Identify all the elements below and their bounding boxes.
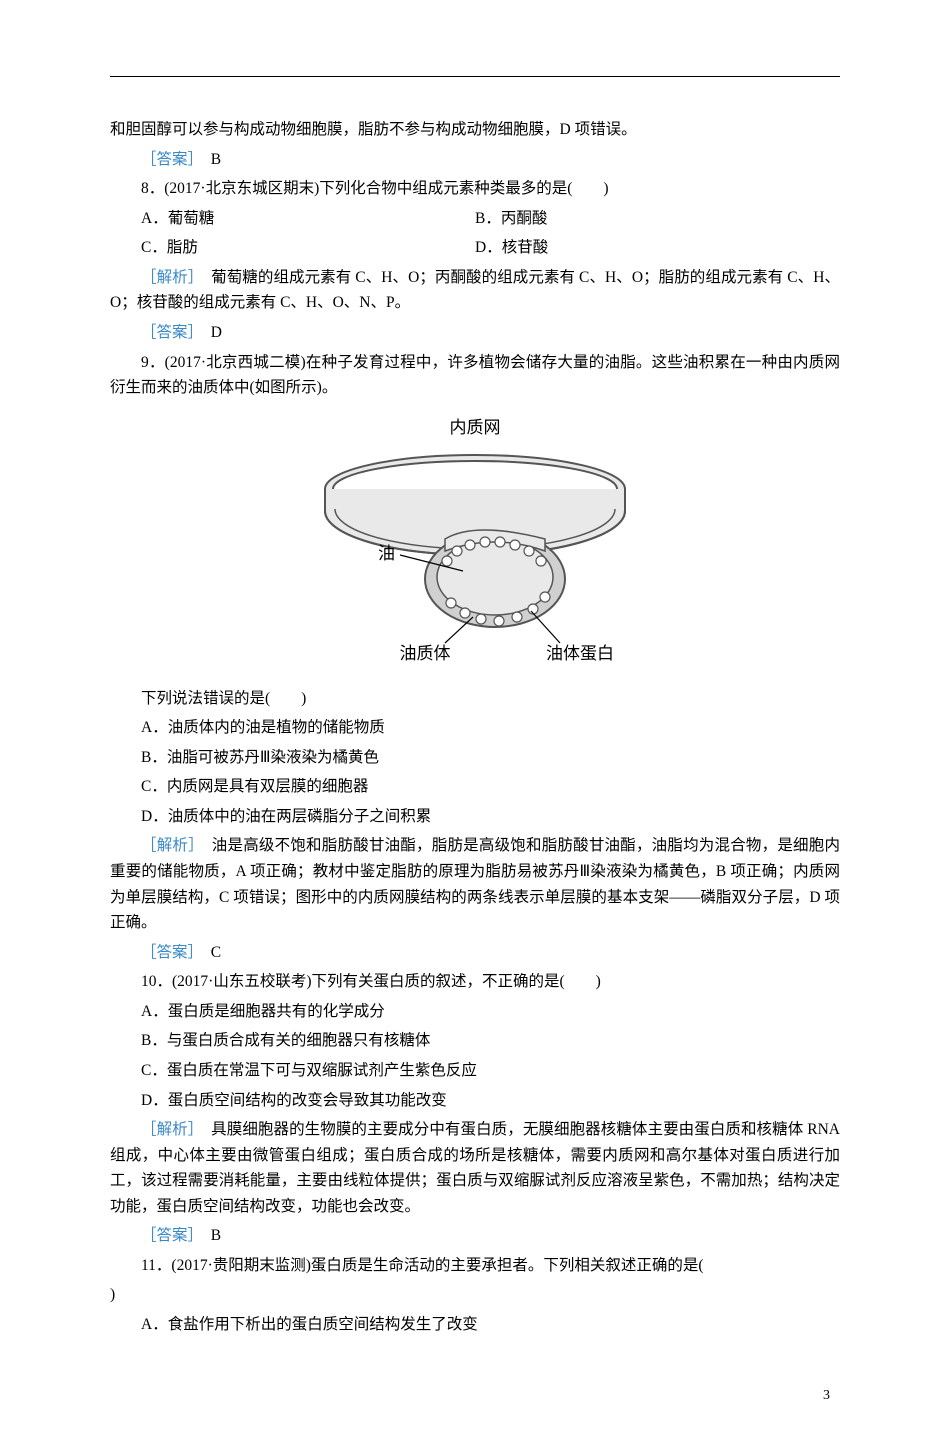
answer-value: C [195, 944, 221, 961]
q9-optC: C．内质网是具有双层膜的细胞器 [110, 774, 840, 800]
analysis-text: 葡萄糖的组成元素有 C、H、O；丙酮酸的组成元素有 C、H、O；脂肪的组成元素有… [110, 269, 840, 312]
analysis-label: ［解析］ [141, 269, 196, 286]
top-rule [110, 76, 840, 77]
answer-value: D [195, 324, 222, 341]
q9-figure: 内质网 油 [110, 411, 840, 676]
q10-optD: D．蛋白质空间结构的改变会导致其功能改变 [110, 1088, 840, 1114]
q9-stem: 9．(2017·北京西城二模)在种子发育过程中，许多植物会储存大量的油脂。这些油… [110, 350, 840, 401]
page-number: 3 [110, 1388, 840, 1404]
q8-analysis: ［解析］ 葡萄糖的组成元素有 C、H、O；丙酮酸的组成元素有 C、H、O；脂肪的… [110, 265, 840, 316]
q9-optD: D．油质体中的油在两层磷脂分子之间积累 [110, 804, 840, 830]
q10-optA: A．蛋白质是细胞器共有的化学成分 [110, 999, 840, 1025]
q9-answer: ［答案］ C [110, 940, 840, 966]
fig-label-body: 油质体 [400, 644, 451, 663]
q10-analysis: ［解析］ 具膜细胞器的生物膜的主要成分中有蛋白质，无膜细胞器核糖体主要由蛋白质和… [110, 1117, 840, 1219]
q8-optA: A．葡萄糖 [110, 206, 475, 232]
answer-value: B [195, 1227, 221, 1244]
q9-optA: A．油质体内的油是植物的储能物质 [110, 715, 840, 741]
q10-optB: B．与蛋白质合成有关的细胞器只有核糖体 [110, 1028, 840, 1054]
q8-options-row1: A．葡萄糖 B．丙酮酸 [110, 206, 840, 236]
q10-stem: 10．(2017·山东五校联考)下列有关蛋白质的叙述，不正确的是( ) [110, 969, 840, 995]
analysis-text: 油是高级不饱和脂肪酸甘油酯，脂肪是高级饱和脂肪酸甘油酯，油脂均为混合物，是细胞内… [110, 837, 840, 931]
q8-answer: ［答案］ D [110, 320, 840, 346]
q9-sub: 下列说法错误的是( ) [110, 686, 840, 712]
er-oilbody-diagram: 内质网 油 [295, 411, 655, 671]
fig-label-er: 内质网 [450, 418, 501, 437]
q10-answer: ［答案］ B [110, 1223, 840, 1249]
q11-optA: A．食盐作用下析出的蛋白质空间结构发生了改变 [110, 1312, 840, 1338]
q7-answer: ［答案］ B [110, 147, 840, 173]
q8-stem: 8．(2017·北京东城区期末)下列化合物中组成元素种类最多的是( ) [110, 176, 840, 202]
page: 和胆固醇可以参与构成动物细胞膜，脂肪不参与构成动物细胞膜，D 项错误。 ［答案］… [0, 0, 950, 1444]
analysis-label: ［解析］ [141, 1121, 196, 1138]
leader-prot [531, 611, 560, 643]
q8-optD: D．核苷酸 [475, 235, 840, 261]
answer-label: ［答案］ [141, 1227, 195, 1244]
analysis-label: ［解析］ [141, 837, 196, 854]
answer-label: ［答案］ [141, 324, 195, 341]
q11-stem-a: 11．(2017·贵阳期末监测)蛋白质是生命活动的主要承担者。下列相关叙述正确的… [110, 1253, 840, 1279]
q7-tail: 和胆固醇可以参与构成动物细胞膜，脂肪不参与构成动物细胞膜，D 项错误。 [110, 117, 840, 143]
fig-label-oil: 油 [378, 544, 395, 563]
answer-value: B [195, 151, 221, 168]
analysis-text: 具膜细胞器的生物膜的主要成分中有蛋白质，无膜细胞器核糖体主要由蛋白质和核糖体 R… [110, 1121, 840, 1215]
q8-options-row2: C．脂肪 D．核苷酸 [110, 235, 840, 265]
q10-optC: C．蛋白质在常温下可与双缩脲试剂产生紫色反应 [110, 1058, 840, 1084]
q9-analysis: ［解析］ 油是高级不饱和脂肪酸甘油酯，脂肪是高级饱和脂肪酸甘油酯，油脂均为混合物… [110, 833, 840, 935]
answer-label: ［答案］ [141, 151, 195, 168]
answer-label: ［答案］ [141, 944, 195, 961]
q11-stem-b: ) [110, 1282, 840, 1308]
q8-optC: C．脂肪 [110, 235, 475, 261]
fig-label-prot: 油体蛋白 [546, 644, 614, 663]
q9-optB: B．油脂可被苏丹Ⅲ染液染为橘黄色 [110, 745, 840, 771]
q8-optB: B．丙酮酸 [475, 206, 840, 232]
